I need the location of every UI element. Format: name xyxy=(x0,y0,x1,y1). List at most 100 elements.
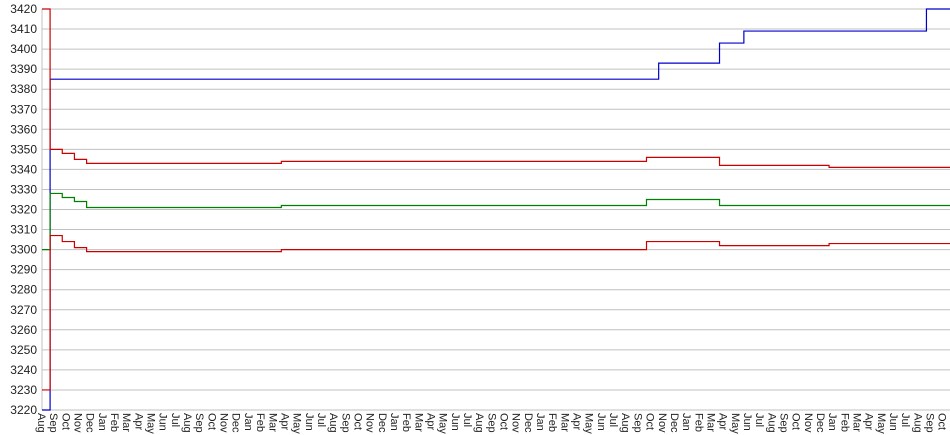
y-tick-label: 3220 xyxy=(10,403,37,417)
x-tick-label: Oct xyxy=(205,413,217,430)
x-tick-label: Jul xyxy=(753,413,765,427)
x-tick-label: Jun xyxy=(449,413,461,431)
x-tick-label: Sep xyxy=(485,413,497,433)
y-tick-label: 3260 xyxy=(10,323,37,337)
x-tick-label: Nov xyxy=(510,413,522,433)
y-tick-label: 3270 xyxy=(10,303,37,317)
x-tick-label: Mar xyxy=(850,413,862,432)
x-tick-label: Sep xyxy=(339,413,351,433)
x-tick-label: Oct xyxy=(790,413,802,430)
series-line-3 xyxy=(42,234,950,391)
x-tick-label: Feb xyxy=(400,413,412,432)
x-tick-label: Jun xyxy=(595,413,607,431)
x-tick-label: Nov xyxy=(802,413,814,433)
x-tick-label: Nov xyxy=(218,413,230,433)
x-tick-label: Dec xyxy=(230,413,242,433)
x-tick-label: Feb xyxy=(108,413,120,432)
x-tick-label: Feb xyxy=(254,413,266,432)
y-tick-label: 3280 xyxy=(10,283,37,297)
series-line-1 xyxy=(42,8,950,168)
x-tick-label: Aug xyxy=(765,413,777,433)
x-tick-label: Apr xyxy=(863,413,875,430)
x-tick-label: Jun xyxy=(157,413,169,431)
x-tick-label: Oct xyxy=(351,413,363,430)
x-tick-label: May xyxy=(145,413,157,434)
series-line-2 xyxy=(42,192,950,251)
x-tick-label: Nov xyxy=(656,413,668,433)
x-tick-label: Aug xyxy=(327,413,339,433)
x-tick-label: Feb xyxy=(838,413,850,432)
x-tick-label: Jan xyxy=(534,413,546,431)
x-tick-label: Mar xyxy=(704,413,716,432)
x-tick-label: Dec xyxy=(814,413,826,433)
x-tick-label: Apr xyxy=(424,413,436,430)
x-tick-label: Jan xyxy=(96,413,108,431)
x-tick-label: Oct xyxy=(644,413,656,430)
series-lines xyxy=(42,8,950,411)
x-tick-label: Dec xyxy=(84,413,96,433)
x-tick-label: Sep xyxy=(631,413,643,433)
x-tick-label: Dec xyxy=(376,413,388,433)
x-tick-label: Apr xyxy=(571,413,583,430)
x-tick-label: Nov xyxy=(72,413,84,433)
x-tick-label: Oct xyxy=(936,413,948,430)
y-axis: 3220 3230 3240 3250 3260 3270 3280 3290 3300 3310… xyxy=(10,2,43,417)
gridlines xyxy=(42,8,950,411)
x-tick-label: Apr xyxy=(132,413,144,430)
y-tick-label: 3400 xyxy=(10,42,37,56)
y-tick-label: 3350 xyxy=(10,142,37,156)
x-tick-label: Mar xyxy=(558,413,570,432)
x-tick-label: Apr xyxy=(717,413,729,430)
x-tick-label: Aug xyxy=(35,413,47,433)
y-tick-label: 3330 xyxy=(10,182,37,196)
y-tick-label: 3380 xyxy=(10,82,37,96)
y-tick-label: 3300 xyxy=(10,243,37,257)
x-tick-label: Feb xyxy=(692,413,704,432)
x-tick-label: Sep xyxy=(47,413,59,433)
x-tick-label: Mar xyxy=(266,413,278,432)
x-axis: Aug Sep Oct Nov Dec Jan Feb Mar Apr May Jun Jul Aug S… xyxy=(35,413,948,434)
y-tick-label: 3250 xyxy=(10,343,37,357)
y-tick-label: 3290 xyxy=(10,263,37,277)
y-tick-label: 3420 xyxy=(10,2,37,16)
x-tick-label: Sep xyxy=(924,413,936,433)
y-tick-label: 3370 xyxy=(10,102,37,116)
y-tick-label: 3410 xyxy=(10,22,37,36)
x-tick-label: Jun xyxy=(887,413,899,431)
x-tick-label: May xyxy=(583,413,595,434)
x-tick-label: Jun xyxy=(303,413,315,431)
x-tick-label: Jan xyxy=(388,413,400,431)
x-tick-label: Oct xyxy=(498,413,510,430)
x-tick-label: Dec xyxy=(522,413,534,433)
x-tick-label: May xyxy=(291,413,303,434)
x-tick-label: Jul xyxy=(607,413,619,427)
y-tick-label: 3320 xyxy=(10,203,37,217)
x-tick-label: Jul xyxy=(315,413,327,427)
x-tick-label: May xyxy=(437,413,449,434)
x-tick-label: Sep xyxy=(193,413,205,433)
x-tick-label: Aug xyxy=(619,413,631,433)
x-tick-label: Nov xyxy=(364,413,376,433)
x-tick-label: Mar xyxy=(120,413,132,432)
x-tick-label: Aug xyxy=(181,413,193,433)
x-tick-label: May xyxy=(875,413,887,434)
x-tick-label: Jun xyxy=(741,413,753,431)
x-tick-label: Apr xyxy=(278,413,290,430)
x-tick-label: Jan xyxy=(680,413,692,431)
series-line-0 xyxy=(42,8,950,411)
x-tick-label: Jan xyxy=(242,413,254,431)
x-tick-label: Sep xyxy=(777,413,789,433)
x-tick-label: Feb xyxy=(546,413,558,432)
x-tick-label: Mar xyxy=(412,413,424,432)
x-tick-label: Jul xyxy=(461,413,473,427)
x-tick-label: Jan xyxy=(826,413,838,431)
x-tick-label: May xyxy=(729,413,741,434)
x-tick-label: Jul xyxy=(899,413,911,427)
x-tick-label: Jul xyxy=(169,413,181,427)
y-tick-label: 3310 xyxy=(10,223,37,237)
y-tick-label: 3240 xyxy=(10,363,37,377)
x-tick-label: Oct xyxy=(59,413,71,430)
x-tick-label: Dec xyxy=(668,413,680,433)
x-tick-label: Aug xyxy=(911,413,923,433)
